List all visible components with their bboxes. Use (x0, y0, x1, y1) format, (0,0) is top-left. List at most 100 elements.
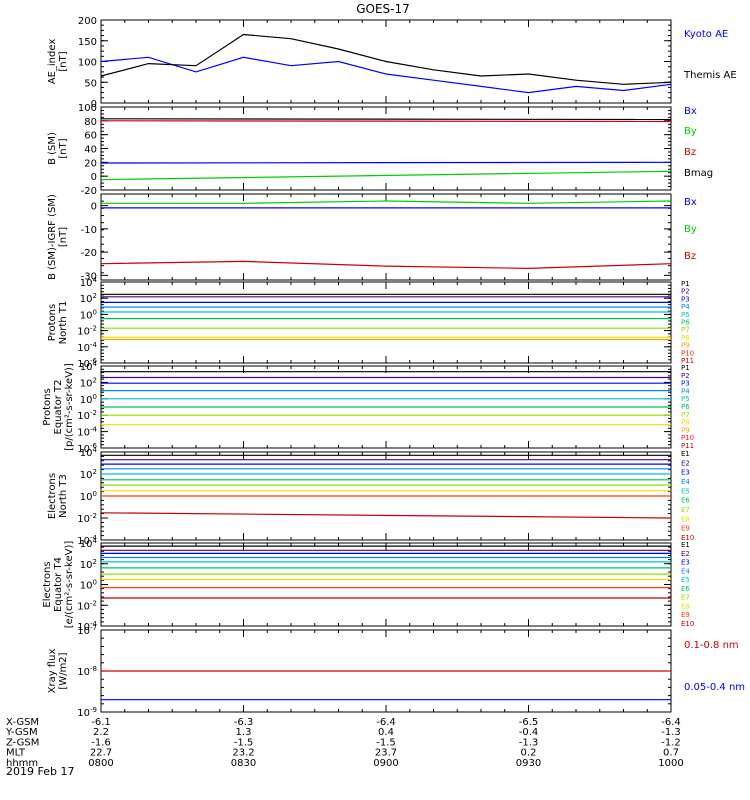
legend-entry: P4 (681, 303, 690, 311)
y-axis-label: [W/m2] (58, 652, 69, 689)
time-row-label: hhmm (6, 758, 38, 769)
legend-entry: E4 (681, 567, 690, 575)
legend-entry: E4 (681, 478, 690, 486)
y-axis-label: B (SM)-IGRF (SM) (47, 194, 58, 280)
y-tick-label: 10-8 (77, 665, 97, 678)
time-row-value: -1.5 (234, 737, 254, 748)
y-axis-label: Protons (47, 304, 58, 341)
legend-entry: Bz (684, 147, 696, 158)
legend-entry: P5 (681, 395, 690, 403)
series-line-bz (100, 260, 672, 270)
time-row-value: -1.2 (661, 737, 681, 748)
y-axis-label: Electrons (42, 561, 53, 607)
time-row-value: -6.1 (91, 717, 111, 728)
legend-entry: P10 (681, 434, 694, 442)
legend-entry: Bx (684, 197, 697, 208)
time-row-value: -1.3 (519, 737, 539, 748)
legend-entry: By (684, 224, 697, 235)
y-tick-label: 10-2 (77, 599, 97, 612)
legend-entry: P3 (681, 295, 690, 303)
legend-entry: E8 (681, 602, 690, 610)
y-tick-label: 104 (80, 446, 98, 459)
legend-entry: By (684, 126, 697, 137)
time-row-label: Z-GSM (6, 737, 39, 748)
legend-entry: E6 (681, 497, 690, 505)
time-axis: X-GSM -6.1 -6.3 -6.4 -6.5 -6.4Y-GSM 2.2 1.3 0.4-… (5, 717, 684, 769)
y-tick-label: 104 (80, 537, 98, 550)
y-axis-label: AE_index (47, 39, 58, 85)
y-tick-label: 10-2 (77, 325, 97, 338)
y-axis-label: Equator T2 (53, 380, 64, 435)
legend-entry: 0.05-0.4 nm (684, 682, 745, 693)
legend-entry: E10 (681, 620, 694, 628)
y-tick-label: 100 (80, 579, 97, 592)
legend-entry: P5 (681, 311, 690, 319)
time-row-value: 22.7 (90, 748, 112, 759)
y-tick-label: 10-2 (77, 409, 97, 422)
y-tick-label: 102 (80, 558, 97, 571)
legend-entry: E7 (681, 506, 690, 514)
legend-entry: E3 (681, 559, 690, 567)
y-tick-label: 10-4 (77, 426, 97, 439)
series-line-e10 (100, 512, 672, 519)
time-row-value: -1.5 (376, 737, 396, 748)
time-row-label: Y-GSM (5, 727, 38, 738)
legend-entry: 0.1-0.8 nm (684, 640, 739, 651)
time-row-label: X-GSM (6, 717, 39, 728)
legend-entry: P7 (681, 411, 690, 419)
y-tick-label: 104 (80, 360, 98, 373)
time-row-value: 0800 (88, 758, 113, 769)
time-row-value: 1.3 (236, 727, 252, 738)
panel-1: 0 50 100 150 200 AE_index [nT] Kyoto AE Themis A… (47, 16, 737, 110)
y-tick-label: 80 (84, 117, 97, 128)
legend-entry: P8 (681, 334, 690, 342)
legend-entry: P7 (681, 326, 690, 334)
y-tick-label: -10 (81, 225, 97, 236)
legend-entry: P11 (681, 442, 694, 450)
time-row-value: 0830 (231, 758, 256, 769)
y-tick-label: 20 (84, 158, 97, 169)
series-line-kyoto-ae (100, 56, 672, 94)
y-axis-label: North T3 (58, 474, 69, 518)
time-row-value: -6.4 (376, 717, 396, 728)
legend-entry: E9 (681, 525, 690, 533)
time-row-value: 0930 (516, 758, 541, 769)
legend-entry: P9 (681, 342, 690, 350)
legend-entry: E10 (681, 534, 694, 542)
y-tick-label: 100 (80, 308, 97, 321)
panel-2: -20 0 20 40 60 80 100 B (SM) [nT] Bx By Bz Bmag (47, 103, 713, 197)
y-tick-label: 100 (78, 103, 97, 114)
series-line-by (101, 200, 672, 204)
series-line-bx (100, 161, 672, 164)
y-axis-label: [nT] (58, 51, 69, 71)
time-row-value: 0.2 (521, 748, 537, 759)
time-row-value: -1.6 (91, 737, 111, 748)
series-line-by (100, 170, 672, 181)
legend-entry: E9 (681, 611, 690, 619)
y-axis-label: Equator T4 (53, 557, 64, 612)
y-axis-label: [nT] (58, 138, 69, 158)
legend-entry: P11 (681, 357, 694, 365)
legend-entry: P6 (681, 403, 690, 411)
series-line-themis-ae (100, 33, 672, 85)
time-row-label: MLT (6, 748, 26, 759)
y-tick-label: 100 (80, 393, 97, 406)
y-tick-label: -20 (81, 186, 97, 197)
y-tick-label: 104 (80, 276, 98, 289)
y-tick-label: 102 (80, 292, 97, 305)
y-axis-label: North T1 (58, 301, 69, 345)
time-row-value: 0.4 (378, 727, 394, 738)
time-row-value: 1000 (658, 758, 683, 769)
y-tick-label: 100 (78, 58, 97, 69)
time-row-value: 2.2 (93, 727, 109, 738)
y-tick-label: 60 (84, 131, 97, 142)
series-line-bmag (100, 118, 672, 121)
y-axis-label: B (SM) (47, 132, 58, 165)
y-tick-label: 0 (91, 99, 97, 110)
legend-entry: Bmag (684, 168, 713, 179)
